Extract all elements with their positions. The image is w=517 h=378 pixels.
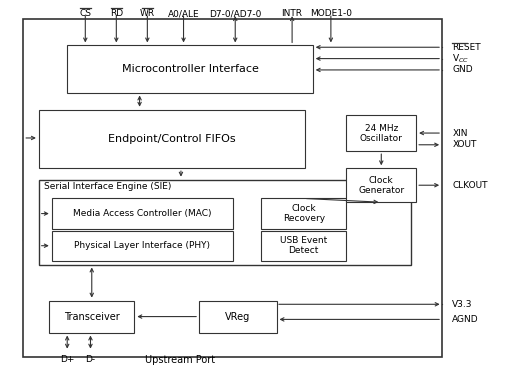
Bar — [52, 231, 233, 261]
Text: Upstream Port: Upstream Port — [145, 355, 215, 365]
Text: Media Access Controller (MAC): Media Access Controller (MAC) — [73, 209, 211, 218]
Bar — [261, 198, 346, 229]
Text: Microcontroller Interface: Microcontroller Interface — [121, 64, 258, 74]
Text: D7-0/AD7-0: D7-0/AD7-0 — [209, 9, 262, 19]
Bar — [261, 231, 346, 261]
Text: AGND: AGND — [452, 315, 479, 324]
Text: Clock
Generator: Clock Generator — [358, 175, 404, 195]
Text: D-: D- — [85, 355, 96, 364]
Bar — [67, 45, 313, 93]
Text: Clock
Recovery: Clock Recovery — [283, 204, 325, 223]
Bar — [49, 301, 134, 333]
Text: USB Event
Detect: USB Event Detect — [280, 236, 327, 256]
Bar — [346, 168, 416, 202]
Text: MODE1-0: MODE1-0 — [310, 9, 352, 19]
Text: Serial Interface Engine (SIE): Serial Interface Engine (SIE) — [44, 182, 171, 191]
Text: V3.3: V3.3 — [452, 300, 473, 309]
Text: XOUT: XOUT — [452, 140, 477, 149]
Bar — [39, 180, 411, 265]
Text: A0/ALE: A0/ALE — [168, 9, 200, 19]
Text: 24 MHz
Oscillator: 24 MHz Oscillator — [360, 124, 403, 143]
Bar — [23, 19, 442, 357]
Bar — [199, 301, 277, 333]
Bar — [39, 110, 305, 168]
Text: RESET: RESET — [452, 43, 481, 52]
Text: VReg: VReg — [225, 311, 250, 322]
Bar — [346, 115, 416, 151]
Text: WR: WR — [140, 9, 155, 19]
Text: Endpoint/Control FIFOs: Endpoint/Control FIFOs — [108, 134, 236, 144]
Text: XIN: XIN — [452, 129, 468, 138]
Text: CS: CS — [79, 9, 92, 19]
Text: INTR: INTR — [282, 9, 302, 19]
Text: D+: D+ — [60, 355, 74, 364]
Text: Physical Layer Interface (PHY): Physical Layer Interface (PHY) — [74, 241, 210, 250]
Bar — [52, 198, 233, 229]
Text: V$_{CC}$: V$_{CC}$ — [452, 52, 469, 65]
Text: Transceiver: Transceiver — [64, 311, 119, 322]
Text: GND: GND — [452, 65, 473, 74]
Text: CLKOUT: CLKOUT — [452, 181, 488, 190]
Text: RD: RD — [110, 9, 123, 19]
